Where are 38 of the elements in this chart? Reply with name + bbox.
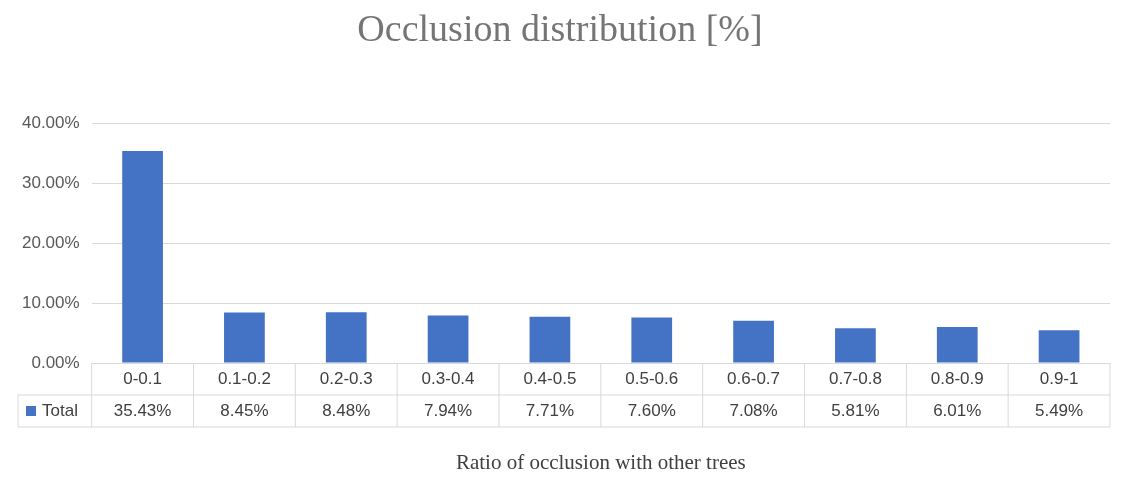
data-label: 6.01%: [933, 400, 982, 420]
x-tick-label: 0.8-0.9: [930, 368, 984, 388]
x-tick-label: 0.6-0.7: [727, 368, 781, 388]
data-label: 7.60%: [627, 400, 676, 420]
legend-label: Total: [42, 400, 78, 420]
bar: [529, 316, 571, 363]
x-tick-label: 0.3-0.4: [421, 368, 475, 388]
bar: [1038, 330, 1080, 363]
y-tick-label: 10.00%: [21, 292, 80, 312]
y-tick-label: 20.00%: [21, 232, 80, 252]
x-tick-label: 0-0.1: [123, 368, 162, 388]
data-label: 35.43%: [113, 400, 172, 420]
data-label: 7.08%: [729, 400, 778, 420]
data-label: 7.94%: [423, 400, 473, 420]
x-tick-label: 0.7-0.8: [828, 368, 882, 388]
chart-title: Occlusion distribution [%]: [357, 6, 763, 49]
data-label: 8.48%: [322, 400, 371, 420]
y-tick-label: 30.00%: [21, 173, 80, 193]
data-label: 5.81%: [831, 400, 880, 420]
bar: [427, 315, 469, 363]
x-tick-label: 0.4-0.5: [523, 368, 577, 388]
bar: [733, 320, 774, 363]
y-tick-label: 0.00%: [31, 352, 80, 372]
x-tick-label: 0.1-0.2: [217, 368, 271, 388]
y-tick-label: 40.00%: [21, 113, 80, 133]
bar: [631, 317, 673, 363]
bar: [936, 327, 978, 363]
bar: [325, 312, 367, 363]
x-tick-label: 0.5-0.6: [625, 368, 679, 388]
bar: [835, 328, 876, 363]
x-tick-label: 0.9-1: [1039, 368, 1079, 388]
data-label: 7.71%: [525, 400, 575, 420]
data-label: 5.49%: [1034, 400, 1084, 420]
x-tick-label: 0.2-0.3: [319, 368, 373, 388]
bar: [224, 312, 265, 363]
bar: [122, 150, 163, 363]
data-label: 8.45%: [220, 400, 269, 420]
x-axis-title: Ratio of occlusion with other trees: [455, 449, 746, 474]
